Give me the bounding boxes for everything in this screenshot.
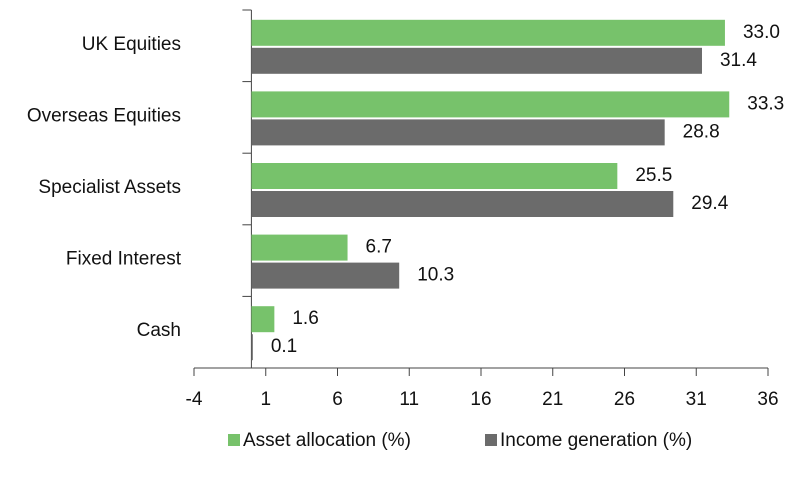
x-tick-label: 21	[542, 389, 563, 410]
y-tick-label: Cash	[137, 320, 181, 341]
legend-label: Income generation (%)	[500, 430, 692, 451]
data-label: 25.5	[635, 165, 672, 186]
bar	[251, 334, 253, 361]
legend-swatch	[485, 434, 497, 446]
bar	[251, 306, 275, 333]
bar	[251, 163, 618, 189]
data-label: 28.8	[683, 121, 720, 142]
bar	[251, 91, 730, 118]
data-label: 6.7	[366, 237, 392, 258]
x-tick-label: 16	[470, 389, 491, 410]
data-label: 31.4	[720, 50, 757, 71]
data-label: 0.1	[271, 336, 297, 357]
bar	[251, 47, 702, 74]
x-tick-label: 6	[332, 389, 343, 410]
data-label: 29.4	[691, 193, 728, 214]
y-tick-label: Specialist Assets	[38, 177, 181, 198]
y-tick-label: Overseas Equities	[27, 105, 181, 126]
legend-swatch	[228, 434, 240, 446]
bar	[251, 119, 665, 146]
y-tick-label: UK Equities	[82, 34, 181, 55]
y-tick-label: Fixed Interest	[66, 249, 182, 270]
x-tick-label: 36	[757, 389, 778, 410]
data-label: 33.0	[743, 22, 780, 43]
bar	[251, 262, 400, 289]
data-label: 10.3	[417, 265, 454, 286]
bar	[251, 234, 348, 261]
data-label: 33.3	[747, 93, 784, 114]
x-tick-label: 26	[614, 389, 635, 410]
x-tick-label: 1	[260, 389, 271, 410]
bar	[251, 191, 674, 217]
x-tick-label: -4	[186, 389, 203, 410]
legend-label: Asset allocation (%)	[243, 430, 411, 451]
bar	[251, 19, 725, 46]
data-label: 1.6	[292, 308, 318, 329]
x-tick-label: 31	[686, 389, 707, 410]
x-tick-label: 11	[399, 389, 419, 410]
